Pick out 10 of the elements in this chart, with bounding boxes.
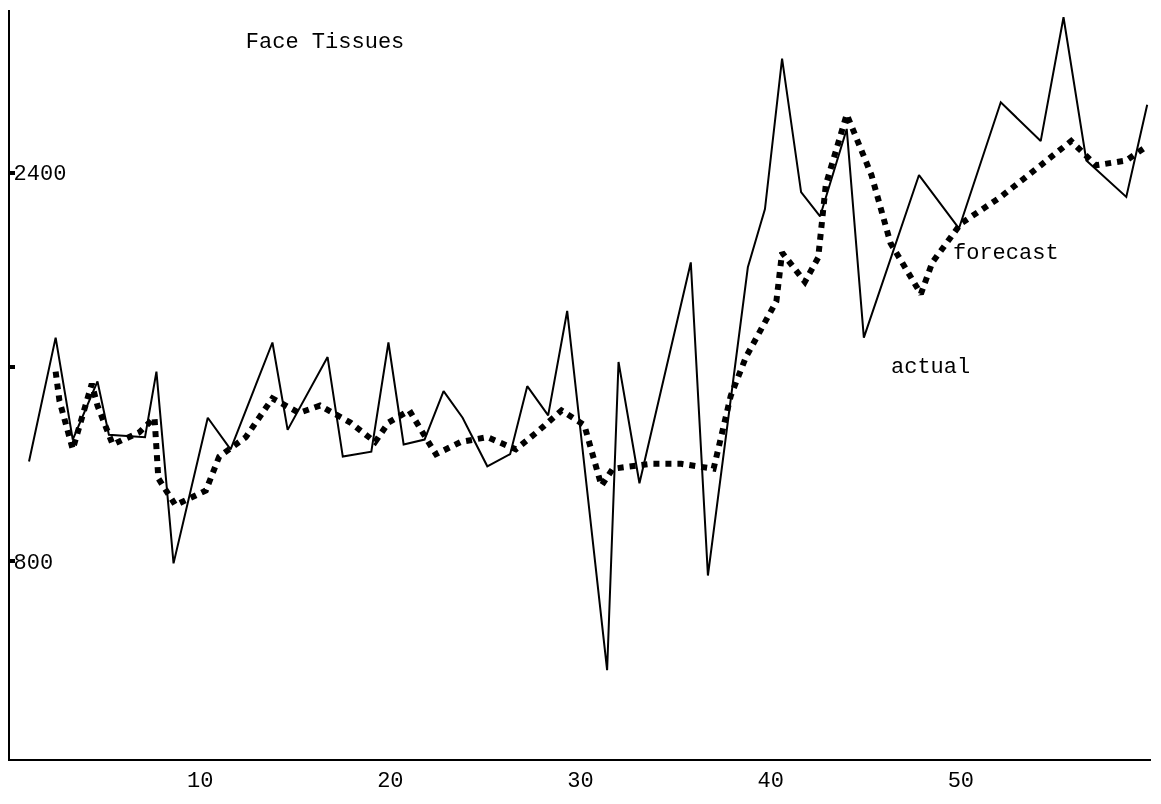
x-tick-label: 20: [377, 769, 404, 795]
text: Face Tissues: [245, 29, 405, 55]
series-label: actual: [891, 355, 971, 380]
series-label: forecast: [953, 241, 1059, 266]
x-tick-label: 50: [947, 769, 975, 795]
x-tick-label: 30: [567, 769, 594, 795]
y-tick-label: 800: [13, 550, 54, 576]
x-tick-label: 10: [186, 769, 214, 795]
y-tick-label: 2400: [13, 162, 67, 188]
x-tick-label: 40: [757, 769, 784, 795]
